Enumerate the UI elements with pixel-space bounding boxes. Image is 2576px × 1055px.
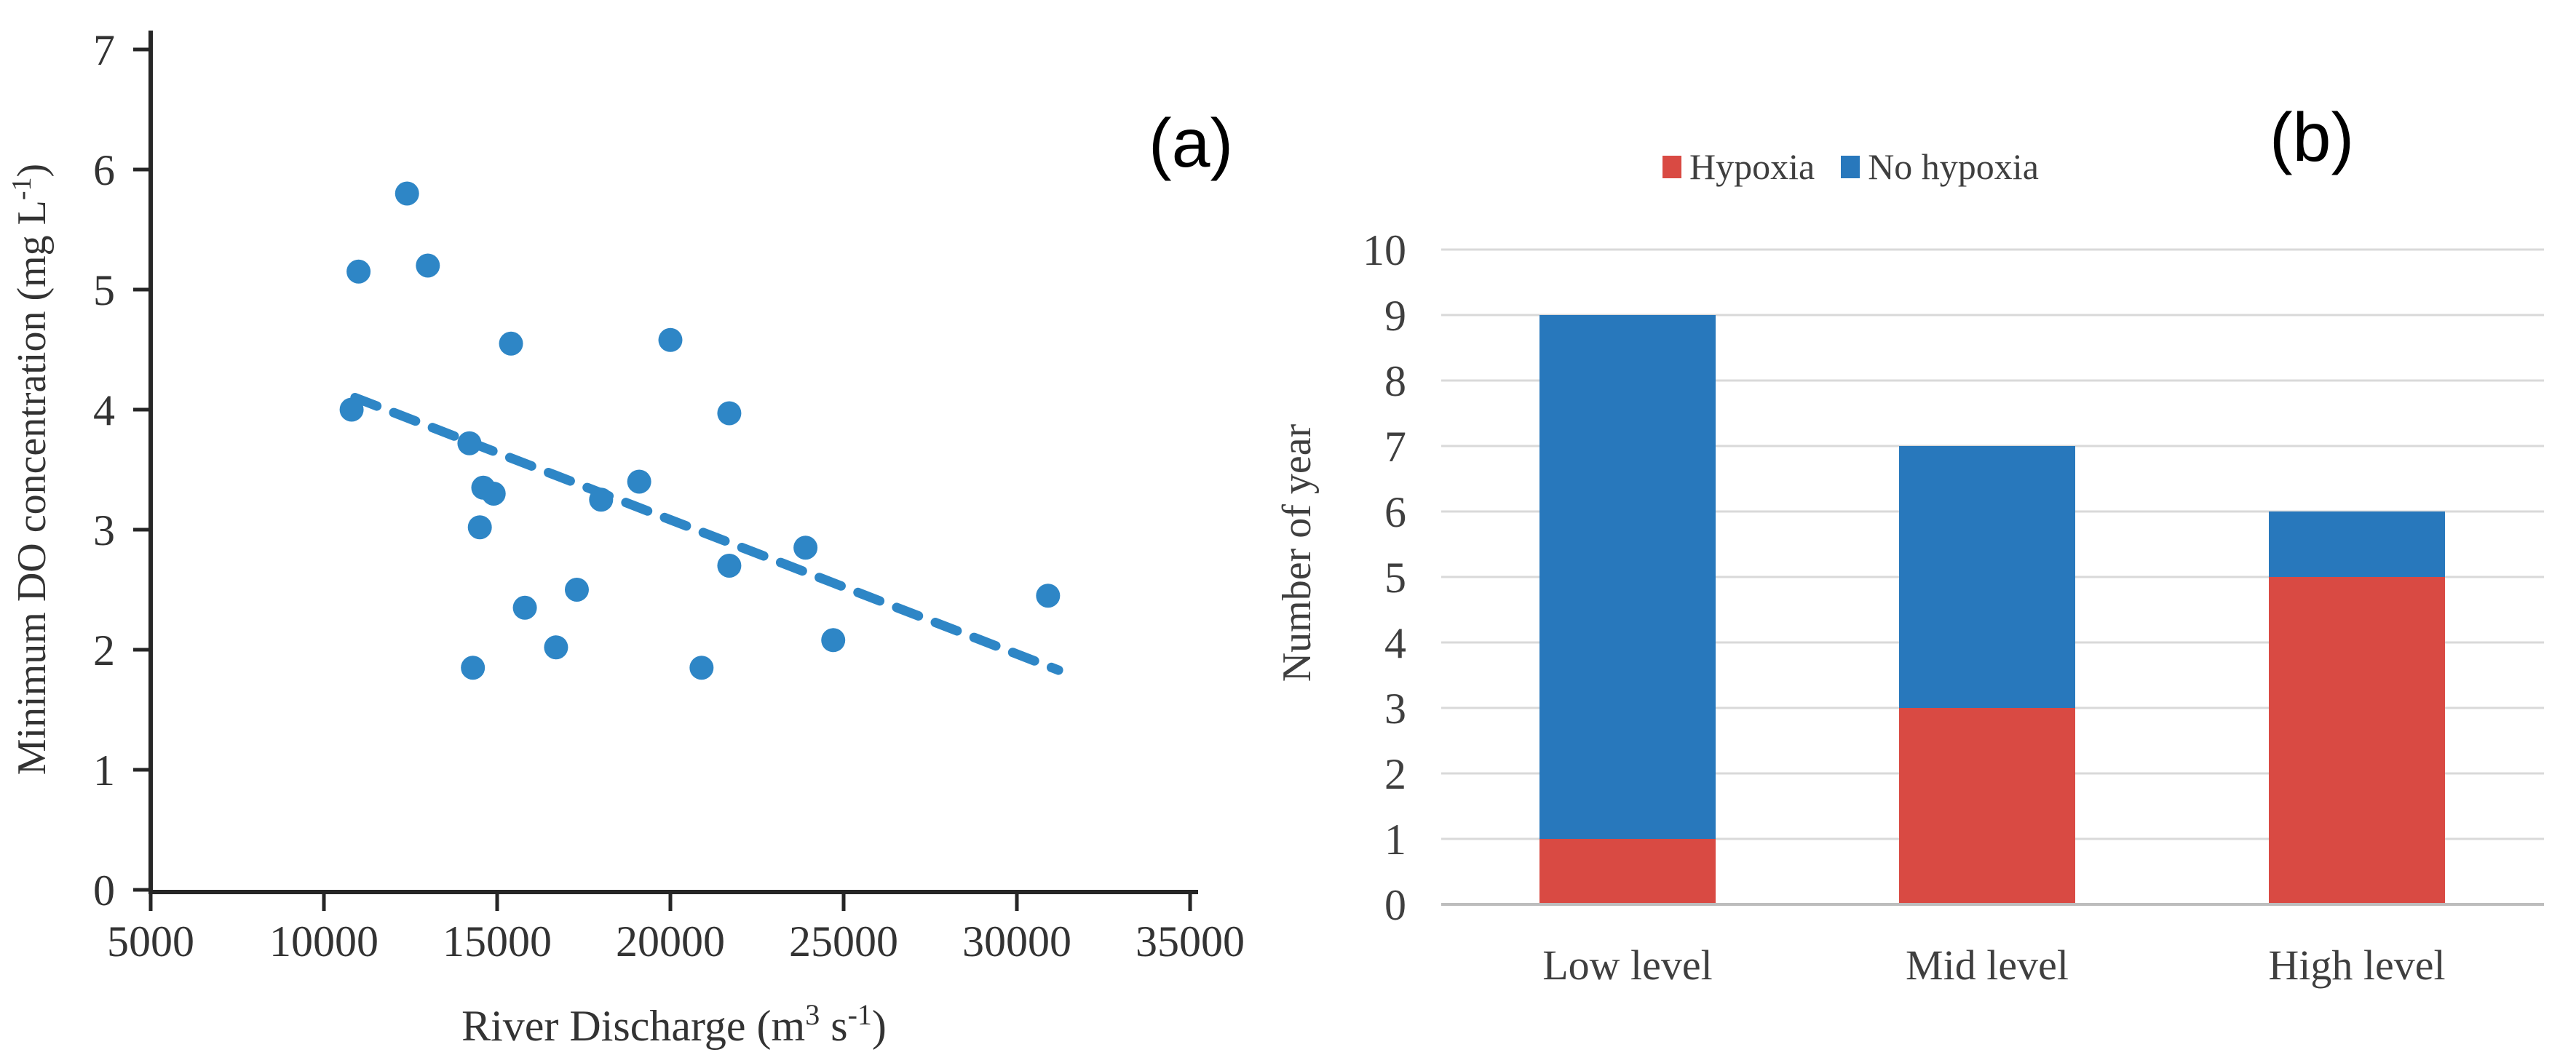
bar-segment-hypoxia <box>2269 577 2445 904</box>
scatter-point <box>346 259 371 284</box>
y-tick-label: 4 <box>93 386 115 434</box>
panel-label-b: (b) <box>2270 99 2355 176</box>
x-tick-label: 15000 <box>443 917 552 966</box>
y-tick-label: 1 <box>1384 816 1406 864</box>
y-tick-label: 5 <box>1384 554 1406 602</box>
y-tick-label: 3 <box>93 506 115 554</box>
y-tick-label: 9 <box>1384 292 1406 340</box>
panel-label-a: (a) <box>1149 105 1234 182</box>
y-axis-title: Minimum DO concentration (mg L-1) <box>7 164 55 775</box>
category-label: Low level <box>1542 941 1713 989</box>
scatter-point <box>457 431 482 455</box>
legend-item-no-hypoxia: No hypoxia <box>1841 146 2039 188</box>
scatter-point <box>395 181 419 206</box>
y-tick-label: 6 <box>1384 488 1406 536</box>
x-axis-title: River Discharge (m3 s-1) <box>461 998 887 1050</box>
y-tick-label: 0 <box>1384 881 1406 929</box>
y-tick-label: 0 <box>93 867 115 915</box>
x-tick-label: 10000 <box>269 917 379 966</box>
y-tick-label: 4 <box>1384 619 1406 667</box>
category-label: Mid level <box>1906 941 2069 989</box>
scatter-point <box>658 327 683 352</box>
bar-segment-no-hypoxia <box>2269 511 2445 577</box>
y-tick-label: 2 <box>93 626 115 674</box>
scatter-point <box>416 253 440 278</box>
scatter-point <box>564 578 589 602</box>
scatter-point <box>467 515 492 540</box>
legend-item-hypoxia: Hypoxia <box>1662 146 1815 188</box>
scatter-point <box>717 401 742 426</box>
y-axis-title: Number of year <box>1275 423 1320 682</box>
hypoxia-swatch-icon <box>1662 155 1681 178</box>
scatter-point <box>689 656 714 680</box>
scatter-point <box>1036 584 1061 608</box>
scatter-point <box>512 595 537 620</box>
y-tick-label: 3 <box>1384 685 1406 733</box>
y-tick-label: 6 <box>93 146 115 194</box>
no-hypoxia-swatch-icon <box>1841 155 1860 178</box>
bar-segment-hypoxia <box>1899 708 2075 904</box>
bar-segment-no-hypoxia <box>1899 446 2075 708</box>
category-label: High level <box>2268 941 2445 989</box>
x-tick-label: 20000 <box>616 917 725 966</box>
scatter-point <box>821 628 846 653</box>
y-tick-label: 8 <box>1384 357 1406 405</box>
scatter-point <box>717 554 742 578</box>
y-tick-label: 2 <box>1384 750 1406 798</box>
scatter-point <box>499 331 523 356</box>
y-tick-label: 1 <box>93 747 115 795</box>
y-tick-label: 7 <box>93 26 115 74</box>
legend-label-hypoxia: Hypoxia <box>1689 146 1815 187</box>
x-tick-label: 30000 <box>962 917 1071 966</box>
scatter-point <box>339 397 364 422</box>
x-tick-label: 35000 <box>1136 917 1245 966</box>
scatter-point <box>544 635 568 660</box>
scatter-point <box>461 656 486 680</box>
scatter-point <box>589 487 614 512</box>
scatter-point <box>793 536 818 560</box>
scatter-point <box>627 469 651 494</box>
scatter-point <box>481 482 506 506</box>
bar-segment-no-hypoxia <box>1539 315 1716 839</box>
legend-label-no-hypoxia: No hypoxia <box>1868 146 2039 187</box>
bar-segment-hypoxia <box>1539 839 1716 904</box>
y-tick-label: 7 <box>1384 423 1406 471</box>
x-tick-label: 5000 <box>107 917 194 966</box>
y-tick-label: 5 <box>93 266 115 314</box>
legend: Hypoxia No hypoxia <box>1662 146 2039 188</box>
y-tick-label: 10 <box>1363 226 1406 274</box>
x-tick-label: 25000 <box>789 917 898 966</box>
